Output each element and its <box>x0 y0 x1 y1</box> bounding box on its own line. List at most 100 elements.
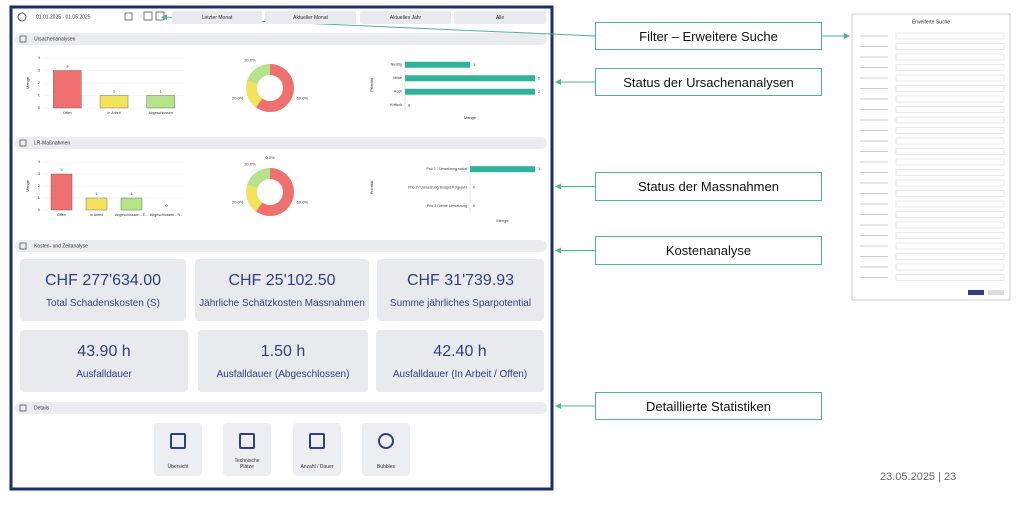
y-axis-label: Menge <box>25 179 30 192</box>
form-field <box>895 32 1005 40</box>
tile-icon <box>309 433 325 449</box>
period-button[interactable]: Aktueller Monat <box>265 11 356 24</box>
y-axis-label: Priorität <box>369 180 374 195</box>
form-field <box>895 64 1005 71</box>
kpi-value: CHF 277'634.00 <box>44 271 161 289</box>
form-field <box>895 190 1005 197</box>
calendar-icon[interactable] <box>124 12 133 21</box>
form-field <box>895 53 1005 61</box>
category-label: Offen <box>57 213 66 217</box>
tile-icon <box>170 433 186 449</box>
details-tile[interactable]: Übersicht <box>154 423 202 476</box>
section-icon <box>19 35 27 43</box>
y-tick-label: 1 <box>38 93 41 98</box>
data-label: 3 <box>60 167 63 172</box>
details-tile[interactable]: Technische Plätze <box>223 423 271 476</box>
category-label: Offen <box>63 111 72 115</box>
form-field <box>895 263 1005 271</box>
kpi-card: CHF 25'102.50 Jährliche Schätzkosten Mass… <box>195 259 369 321</box>
kpi-card: 1.50 h Ausfalldauer (Abgeschlossen) <box>198 330 368 392</box>
y-tick-label: 2 <box>38 183 41 188</box>
data-label: 20.0% <box>232 96 244 101</box>
details-tile[interactable]: Anzahl / Dauer <box>293 423 341 476</box>
form-field <box>895 137 1005 145</box>
cancel-button[interactable] <box>988 290 1004 295</box>
data-label: 2 <box>538 75 541 80</box>
filter-form <box>851 13 1011 301</box>
callout-box: Detaillierte Statistiken <box>595 392 822 420</box>
category-label: In Arbeit <box>107 111 120 115</box>
category-label: Prio 3 / keine Umsetzung <box>427 204 467 208</box>
bar <box>405 75 535 82</box>
kpi-card: 42.40 h Ausfalldauer (In Arbeit / Offen) <box>376 330 544 392</box>
form-field <box>895 148 1005 155</box>
kpi-value: CHF 31'739.93 <box>406 271 515 289</box>
donut-slice <box>245 184 263 212</box>
form-field <box>895 95 1005 103</box>
form-field <box>895 74 1005 82</box>
callout-box: Filter – Erweitere Suche <box>595 22 822 50</box>
kpi-value: 43.90 h <box>77 342 131 360</box>
y-tick-label: 4 <box>38 159 41 164</box>
data-label: 0 <box>165 203 168 208</box>
callout-text: Status der Ursachenanalysen <box>623 74 794 90</box>
footer: 23.05.2025 | 23 <box>880 471 956 483</box>
section-header <box>15 137 547 149</box>
kpi-label: Summe jährliches Sparpotential <box>389 297 532 309</box>
details-tile[interactable]: Bubbles <box>362 423 410 476</box>
category-label: Abgeschlossen <box>148 111 172 115</box>
form-field <box>895 200 1005 208</box>
data-label: 20.0% <box>244 162 256 167</box>
refresh-icon[interactable] <box>17 12 27 22</box>
tile-icon <box>378 433 394 449</box>
form-field <box>895 211 1005 218</box>
search-button[interactable] <box>968 290 984 295</box>
kpi-label: Total Schadenskosten (S) <box>46 297 160 309</box>
donut-slice <box>255 168 295 216</box>
tile-icon <box>239 433 255 449</box>
bar <box>146 95 175 109</box>
data-label: 1 <box>113 89 116 94</box>
period-button[interactable]: Letzter Monat <box>172 11 262 24</box>
kpi-card: 43.90 h Ausfalldauer <box>20 330 188 392</box>
y-axis-label: Priorität <box>369 77 374 92</box>
kpi-value: 42.40 h <box>433 342 487 360</box>
bar <box>53 70 82 109</box>
section-title: LR-Maßnahmen <box>34 140 70 146</box>
y-tick-label: 0 <box>38 105 41 110</box>
y-tick-label: 4 <box>38 55 41 60</box>
category-label: Prio 1 / Umsetzung sofort <box>426 167 467 171</box>
bar <box>120 197 143 211</box>
category-label: In Arbeit <box>90 213 103 217</box>
form-field <box>895 106 1005 113</box>
donut-slice <box>255 64 295 112</box>
button-label: Letzter Monat <box>201 14 233 21</box>
category-label: Abgeschlossen - E... <box>115 213 148 217</box>
date-range[interactable]: 01.01.2025 - 01.05.2025 <box>36 14 91 20</box>
callout-box: Status der Massnahmen <box>595 172 822 201</box>
data-label: 0 <box>473 203 476 208</box>
filter-icon[interactable] <box>143 11 153 21</box>
data-label: 60.0% <box>297 96 309 101</box>
form-field <box>895 169 1005 176</box>
filter-form-title: Erweiterte Suche <box>912 19 950 25</box>
y-tick-label: 3 <box>38 68 41 73</box>
section-title: Details <box>34 405 50 411</box>
section-header <box>15 402 547 414</box>
donut-slice <box>247 168 270 188</box>
form-field <box>895 253 1005 260</box>
kpi-label: Ausfalldauer (In Arbeit / Offen) <box>392 368 528 380</box>
bar <box>405 61 470 68</box>
kpi-card: CHF 277'634.00 Total Schadenskosten (S) <box>20 259 186 321</box>
form-field <box>895 179 1005 187</box>
category-label: Niedrig <box>391 63 402 67</box>
kpi-label: Ausfalldauer (Abgeschlossen) <box>216 368 350 380</box>
donut-slice <box>247 64 270 84</box>
section-title: Kosten- und Zeitanalyse <box>34 243 88 249</box>
category-label: Abgeschlossen - N... <box>150 213 183 217</box>
callout-box: Status der Ursachenanalysen <box>595 68 822 96</box>
data-label: 1 <box>473 62 476 67</box>
period-button[interactable]: Aktuelles Jahr <box>360 11 451 24</box>
period-button[interactable]: Alle <box>454 11 546 24</box>
